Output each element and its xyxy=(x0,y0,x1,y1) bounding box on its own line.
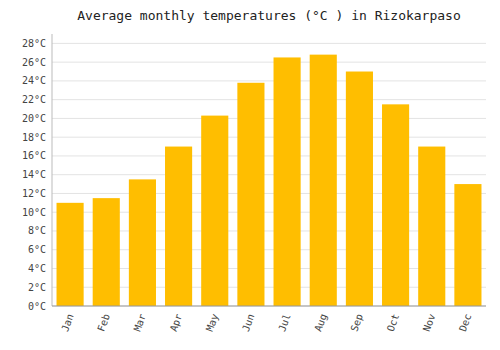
bar xyxy=(454,184,481,306)
y-tick-label: 0°C xyxy=(28,301,46,312)
x-tick-label: Oct xyxy=(385,312,402,333)
bar xyxy=(237,83,264,306)
x-tick-label: May xyxy=(204,312,221,333)
y-tick-label: 2°C xyxy=(28,282,46,293)
y-tick-label: 16°C xyxy=(22,150,46,161)
x-tick-label: Nov xyxy=(421,312,438,333)
bar xyxy=(57,203,84,306)
y-tick-label: 24°C xyxy=(22,75,46,86)
y-tick-label: 20°C xyxy=(22,113,46,124)
x-tick-label: Jun xyxy=(240,312,257,333)
bar xyxy=(418,147,445,306)
grid-line xyxy=(52,137,486,138)
bar xyxy=(165,147,192,306)
bar xyxy=(201,116,228,306)
y-axis-line xyxy=(52,34,53,306)
bar xyxy=(346,72,373,306)
y-tick-label: 14°C xyxy=(22,169,46,180)
y-tick-label: 4°C xyxy=(28,263,46,274)
y-axis: 0°C 2°C 4°C 6°C 8°C 10°C 12°C 14°C 16°C 18°C 20°C 2… xyxy=(22,38,486,312)
chart: Average monthly temperatures (°C ) in Ri… xyxy=(0,0,500,350)
y-tick-label: 12°C xyxy=(22,188,46,199)
y-tick-label: 26°C xyxy=(22,57,46,68)
bar xyxy=(93,198,120,306)
title: Average monthly temperatures (°C ) in Ri… xyxy=(77,8,461,23)
bar xyxy=(274,57,301,306)
x-tick-label: Sep xyxy=(349,312,366,333)
grid-line xyxy=(52,62,486,63)
x-tick-label: Jan xyxy=(59,312,76,333)
x-tick-label: Apr xyxy=(168,312,185,333)
x-tick-label: Aug xyxy=(312,312,329,333)
grid-line xyxy=(52,99,486,100)
bars xyxy=(57,55,482,306)
grid-line xyxy=(52,43,486,44)
grid-line xyxy=(52,118,486,119)
bar xyxy=(129,179,156,306)
y-tick-label: 8°C xyxy=(28,225,46,236)
x-tick-label: Feb xyxy=(95,312,112,333)
y-tick-label: 18°C xyxy=(22,132,46,143)
y-tick-label: 10°C xyxy=(22,207,46,218)
bar xyxy=(382,104,409,306)
y-tick-label: 28°C xyxy=(22,38,46,49)
y-tick-label: 22°C xyxy=(22,94,46,105)
grid-line xyxy=(52,306,486,307)
x-axis: Jan Feb Mar Apr May Jun Jul Aug Sep Oct Nov Dec xyxy=(59,312,473,333)
bar xyxy=(310,55,337,306)
x-tick-label: Dec xyxy=(457,312,474,333)
x-tick-label: Jul xyxy=(276,312,293,333)
y-tick-label: 6°C xyxy=(28,244,46,255)
x-tick-label: Mar xyxy=(132,312,149,333)
x-axis-line xyxy=(52,306,486,307)
grid-line xyxy=(52,80,486,81)
